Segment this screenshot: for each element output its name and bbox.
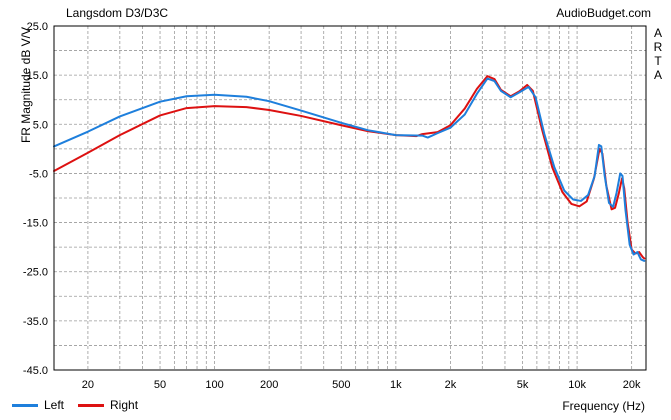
- y-tick-labels: 25.0 15.0 5.0 -5.0 -15.0 -25.0 -35.0 -45.0: [23, 21, 48, 377]
- watermark-letter: T: [654, 54, 662, 68]
- legend-label-left: Left: [44, 398, 65, 412]
- x-tick-label: 500: [332, 379, 350, 391]
- x-axis-label: Frequency (Hz): [562, 399, 645, 413]
- legend: Left Right: [12, 398, 152, 412]
- y-tick-label: -15.0: [23, 218, 48, 230]
- x-tick-label: 20k: [623, 379, 641, 391]
- y-tick-label: -35.0: [23, 316, 48, 328]
- legend-swatch-right: [78, 403, 105, 407]
- source-label: AudioBudget.com: [556, 6, 651, 20]
- watermark-letter: R: [653, 40, 663, 54]
- y-axis-label: FR Magnitude dB V/V: [19, 26, 33, 144]
- legend-item-right: Right: [78, 398, 138, 412]
- x-tick-label: 200: [260, 379, 278, 391]
- legend-label-right: Right: [110, 398, 139, 412]
- series-lines: [53, 75, 646, 262]
- x-tick-label: 50: [154, 379, 166, 391]
- x-tick-label: 2k: [445, 379, 457, 391]
- y-tick-label: -25.0: [23, 267, 48, 279]
- x-tick-label: 20: [82, 379, 94, 391]
- arta-watermark: A R T A: [651, 26, 665, 82]
- x-tick-label: 1k: [390, 379, 402, 391]
- plot-frame: [53, 25, 647, 371]
- chart-title: Langsdom D3/D3C: [66, 6, 169, 20]
- y-tick-label: -5.0: [29, 168, 48, 180]
- y-tick-label: 5.0: [33, 119, 48, 131]
- grid-lines: [54, 26, 646, 370]
- y-tick-label: -45.0: [23, 365, 48, 377]
- watermark-letter: A: [653, 68, 662, 82]
- legend-swatch-left: [12, 403, 38, 407]
- x-tick-label: 10k: [568, 379, 586, 391]
- x-tick-label: 5k: [517, 379, 529, 391]
- legend-item-left: Left: [12, 398, 64, 412]
- watermark-letter: A: [653, 26, 662, 40]
- x-tick-label: 100: [205, 379, 223, 391]
- y-tick-label: 25.0: [27, 21, 48, 33]
- series-line-left: [53, 77, 646, 262]
- x-tick-labels: 20 50 100 200 500 1k 2k 5k 10k 20k: [82, 379, 641, 391]
- series-line-right: [53, 75, 646, 260]
- y-tick-label: 15.0: [27, 70, 48, 82]
